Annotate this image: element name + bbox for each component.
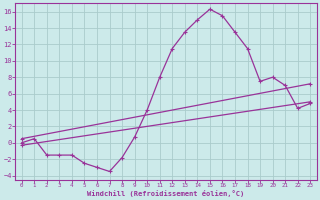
X-axis label: Windchill (Refroidissement éolien,°C): Windchill (Refroidissement éolien,°C) <box>87 190 244 197</box>
